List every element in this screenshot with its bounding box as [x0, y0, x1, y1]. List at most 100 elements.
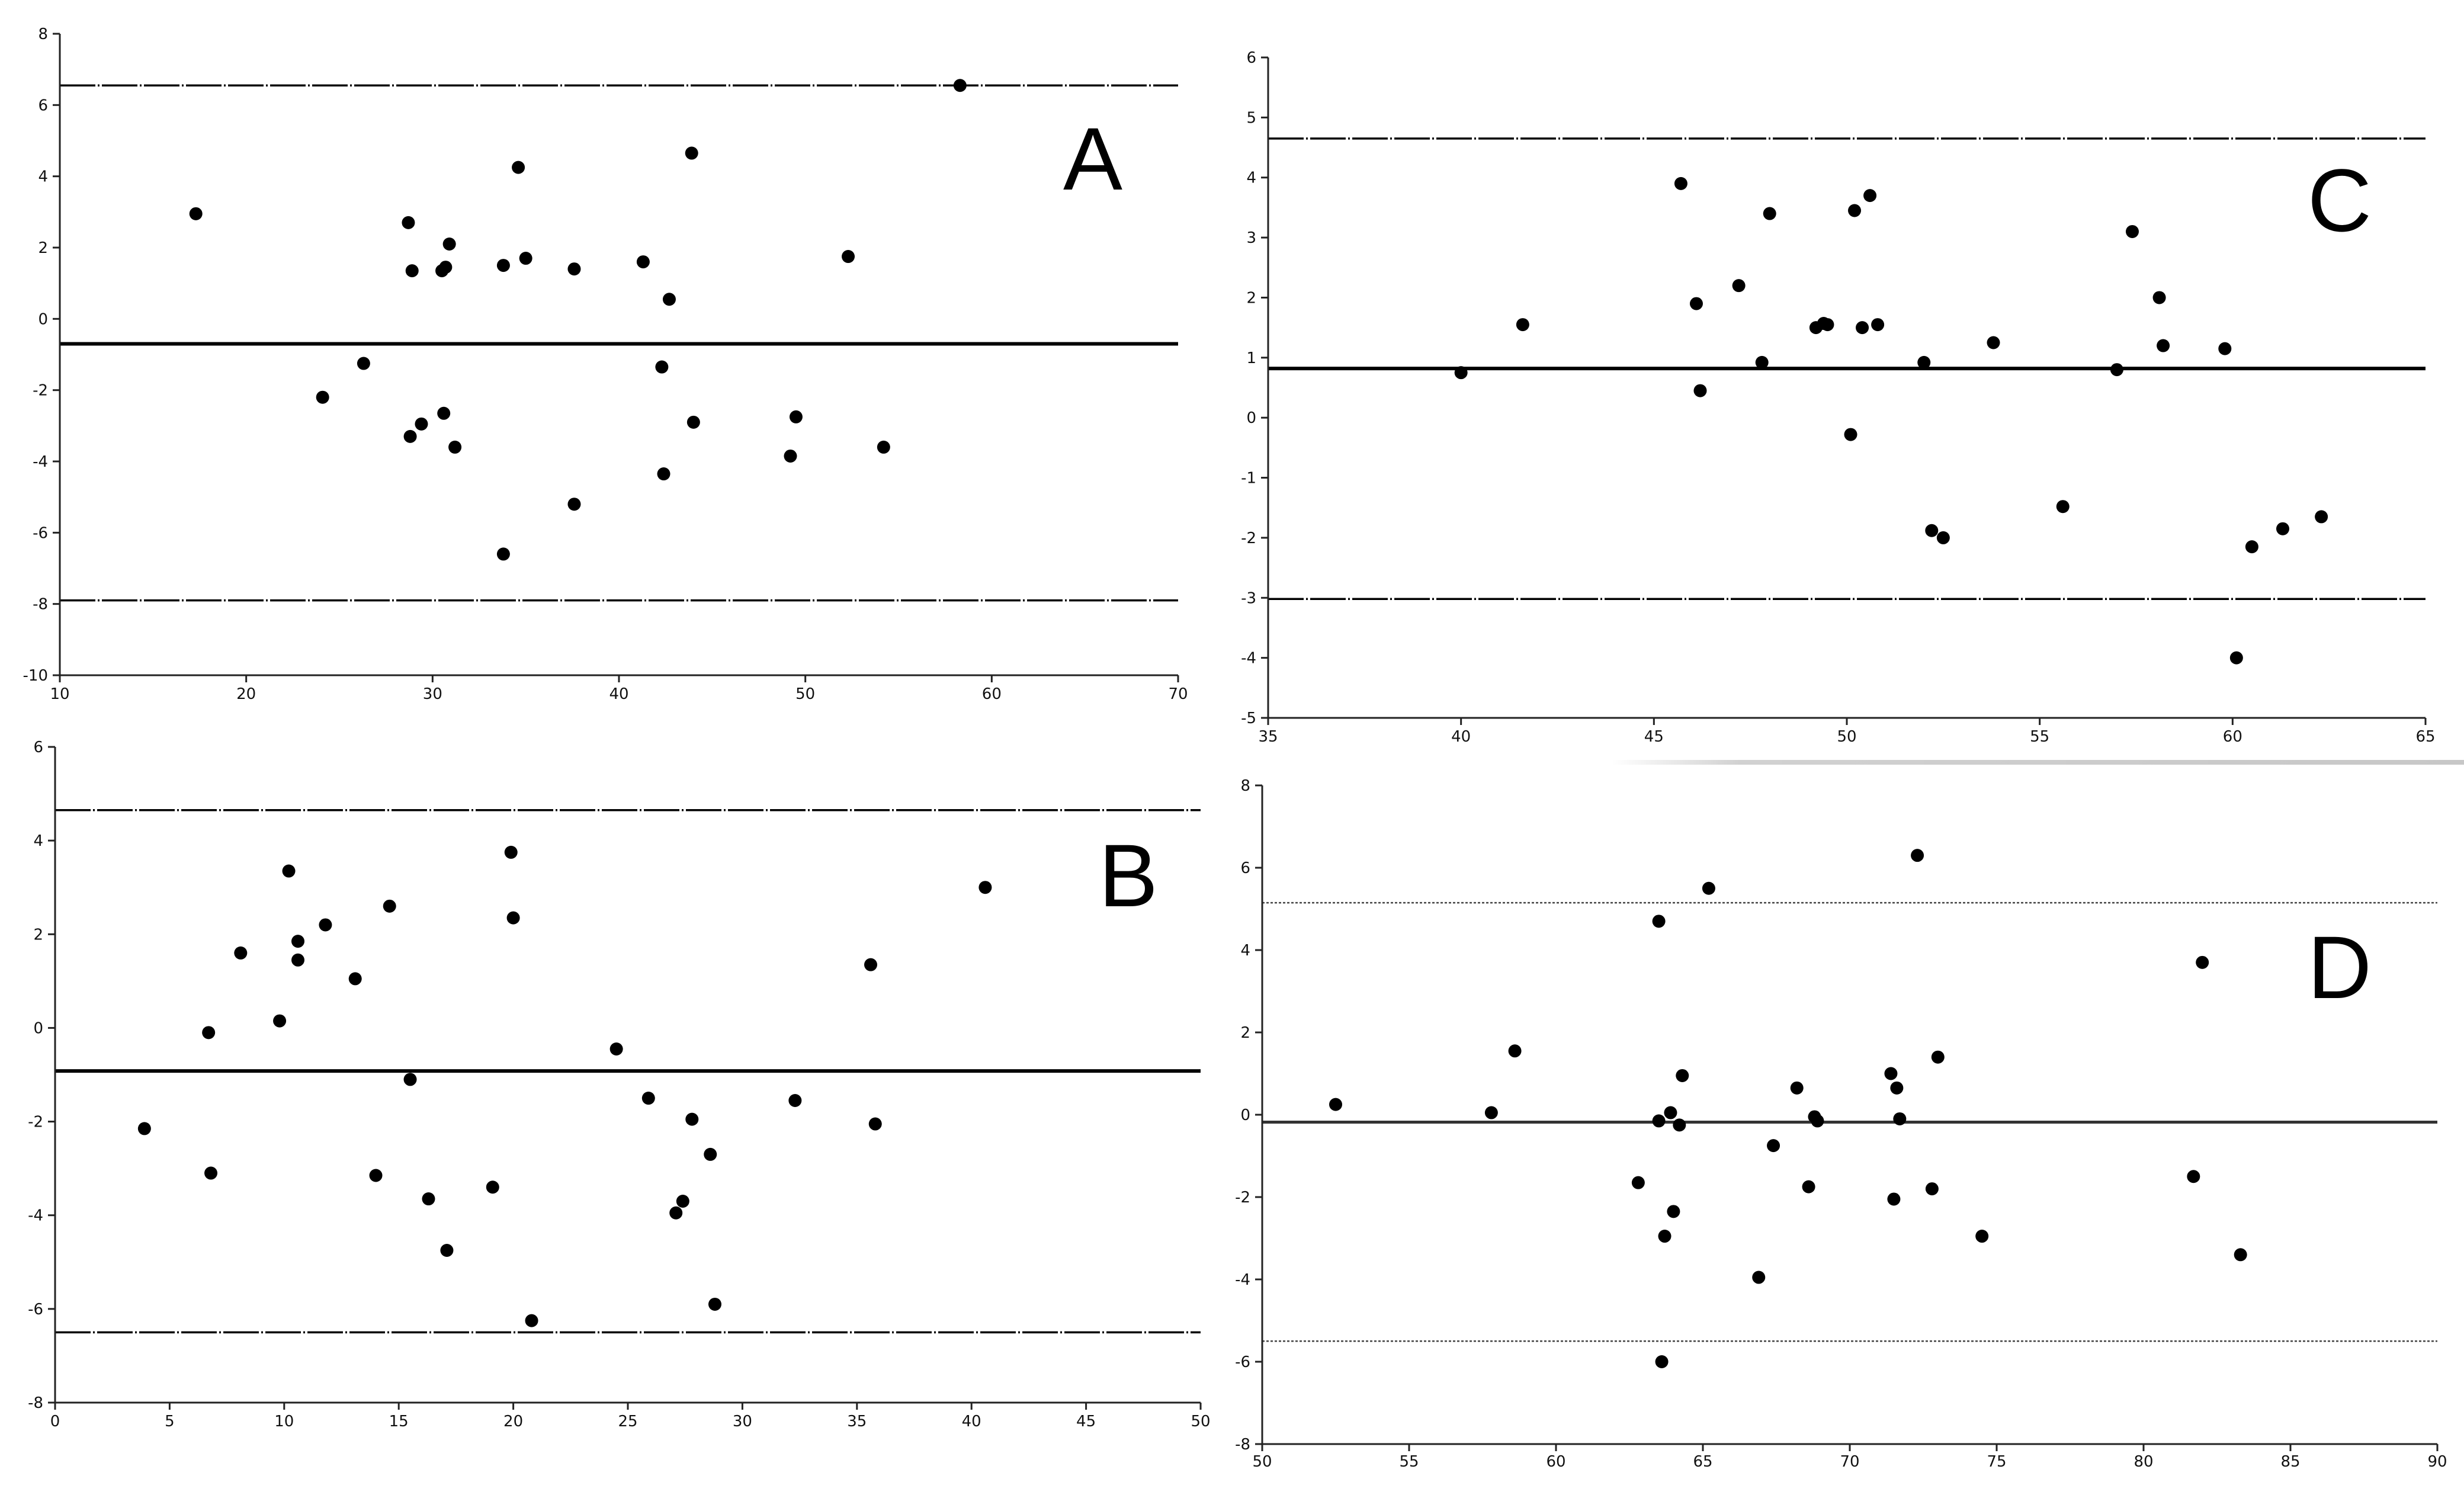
data-point: [439, 261, 453, 274]
data-point: [1821, 318, 1834, 332]
x-tick-label: 40: [1451, 728, 1471, 746]
data-point: [2110, 363, 2123, 377]
y-tick-label: 4: [1246, 169, 1256, 187]
data-point: [1887, 1192, 1901, 1206]
data-point: [708, 1297, 721, 1311]
data-point: [506, 911, 520, 925]
x-tick-label: 20: [236, 685, 256, 703]
data-point: [655, 360, 669, 374]
x-tick-label: 20: [503, 1413, 523, 1430]
data-point: [448, 440, 462, 454]
data-point: [1767, 1139, 1780, 1153]
y-tick-label: 3: [1246, 229, 1256, 247]
y-tick-label: 8: [1240, 777, 1250, 795]
data-point: [1652, 1114, 1666, 1128]
data-point: [1975, 1230, 1989, 1243]
data-point: [1790, 1081, 1804, 1095]
y-tick-label: 6: [1240, 859, 1250, 877]
x-tick-label: 45: [1076, 1413, 1096, 1430]
data-point: [1925, 524, 1939, 537]
panel-label: D: [2308, 917, 2372, 1017]
data-point: [609, 1042, 623, 1056]
y-tick-label: -6: [33, 524, 48, 542]
y-tick-label: 0: [38, 310, 48, 328]
data-point: [1884, 1067, 1898, 1080]
y-tick-label: -8: [1235, 1436, 1250, 1454]
data-point: [1655, 1355, 1669, 1368]
data-point: [2056, 500, 2070, 514]
data-point: [686, 415, 700, 429]
data-point: [1917, 355, 1931, 369]
x-tick-label: 15: [389, 1413, 409, 1430]
data-point: [525, 1314, 538, 1327]
y-tick-label: -4: [28, 1207, 43, 1225]
y-tick-label: -1: [1241, 470, 1256, 487]
data-point: [1508, 1044, 1522, 1058]
data-point: [1811, 1114, 1824, 1128]
data-point: [383, 899, 396, 913]
data-point: [641, 1092, 655, 1105]
data-point: [422, 1192, 435, 1206]
data-point: [273, 1014, 287, 1028]
y-tick-label: -2: [1241, 530, 1256, 547]
panel-label: A: [1063, 109, 1122, 208]
data-point: [1890, 1081, 1904, 1095]
data-point: [676, 1194, 689, 1208]
y-tick-label: -8: [33, 596, 48, 614]
data-point: [442, 237, 456, 251]
x-tick-label: 50: [1837, 728, 1856, 746]
y-tick-label: 4: [38, 168, 48, 186]
data-point: [1871, 318, 1885, 332]
data-point: [1652, 915, 1666, 928]
data-point: [440, 1244, 454, 1257]
y-tick-label: 5: [1246, 109, 1256, 127]
x-tick-label: 50: [1252, 1453, 1272, 1471]
x-tick-label: 85: [2280, 1453, 2300, 1471]
data-point: [486, 1180, 499, 1194]
data-point: [669, 1206, 683, 1220]
x-tick-label: 55: [2030, 728, 2049, 746]
data-point: [978, 881, 992, 894]
x-tick-label: 30: [733, 1413, 752, 1430]
chart-panel-d: -8 -6 -4 -2 0 2 4 6 8 50 55 60 65 70 75 80 85 90 D: [1235, 777, 2447, 1471]
data-point: [1454, 366, 1468, 380]
y-tick-label: 4: [1240, 942, 1250, 960]
data-point: [348, 972, 362, 986]
data-point: [1925, 1182, 1939, 1196]
x-tick-label: 75: [1987, 1453, 2006, 1471]
y-tick-label: 6: [33, 739, 43, 756]
data-point: [1676, 1069, 1689, 1082]
y-tick-label: -10: [23, 667, 48, 685]
data-point: [788, 1093, 802, 1107]
x-tick-label: 65: [1693, 1453, 1712, 1471]
y-tick-label: -2: [1235, 1189, 1250, 1207]
data-point: [1911, 849, 1924, 862]
data-point: [415, 417, 428, 431]
data-point: [1674, 177, 1687, 190]
x-tick-label: 30: [423, 685, 442, 703]
data-point: [402, 216, 415, 229]
data-point: [403, 1073, 417, 1086]
y-tick-label: 0: [1246, 409, 1256, 427]
data-point: [202, 1026, 216, 1040]
data-point: [877, 440, 890, 454]
data-point: [2245, 540, 2258, 554]
data-point: [2229, 651, 2243, 665]
x-tick-label: 50: [1191, 1413, 1210, 1430]
data-point: [868, 1117, 882, 1131]
y-tick-label: -2: [28, 1114, 43, 1131]
data-point: [437, 406, 451, 420]
y-tick-label: -2: [33, 382, 48, 400]
y-tick-label: 8: [38, 25, 48, 43]
data-point: [496, 547, 510, 561]
panel-label: B: [1099, 826, 1158, 925]
data-point: [685, 1112, 699, 1126]
x-tick-label: 40: [962, 1413, 981, 1430]
data-point: [1658, 1230, 1671, 1243]
data-point: [137, 1122, 151, 1135]
data-point: [1664, 1106, 1677, 1119]
data-point: [2125, 224, 2139, 238]
x-tick-label: 55: [1399, 1453, 1419, 1471]
data-point: [789, 410, 803, 424]
